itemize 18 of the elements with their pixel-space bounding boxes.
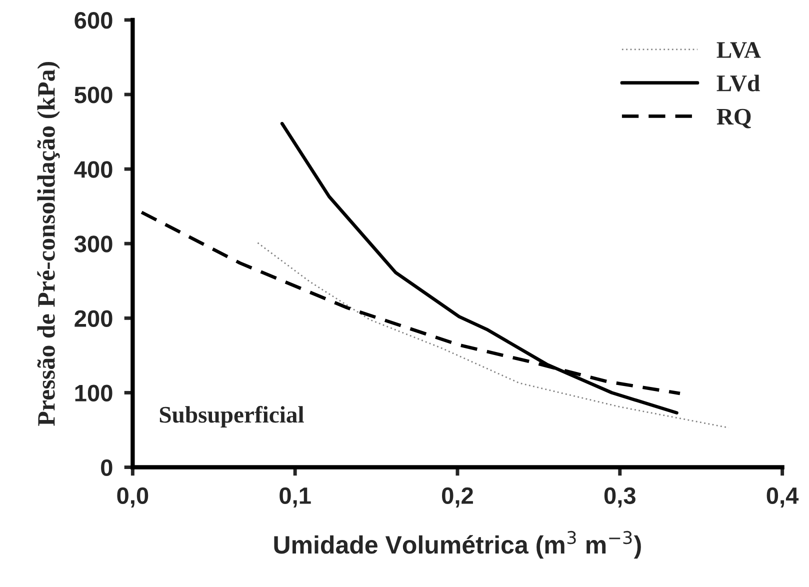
legend-label: LVd xyxy=(716,74,760,92)
x-tick-label: 0,3 xyxy=(604,487,636,508)
y-axis-title: Pressão de Pré-consolidação (kPa) xyxy=(37,62,60,426)
y-tick-label: 400 xyxy=(74,161,112,178)
x-tick-label: 0,1 xyxy=(280,487,311,508)
annotation: Subsuperficial xyxy=(160,406,304,428)
y-tick-label: 100 xyxy=(75,384,112,402)
x-tick-label: 0,0 xyxy=(117,487,148,508)
x-tick-label: 0,4 xyxy=(766,487,799,508)
y-tick-label: 500 xyxy=(74,86,112,104)
y-tick-label: 300 xyxy=(74,236,112,252)
x-tick-label: 0,2 xyxy=(442,487,473,508)
y-tick-label: 200 xyxy=(74,310,112,327)
y-tick-label: 0 xyxy=(101,459,112,476)
legend-label: LVA xyxy=(716,42,761,58)
x-axis-title: Umidade Volumétrica (m$^{3}$ m$^{−3}$) xyxy=(274,530,641,559)
y-tick-label: 600 xyxy=(74,12,112,29)
legend-label: RQ xyxy=(716,108,751,128)
